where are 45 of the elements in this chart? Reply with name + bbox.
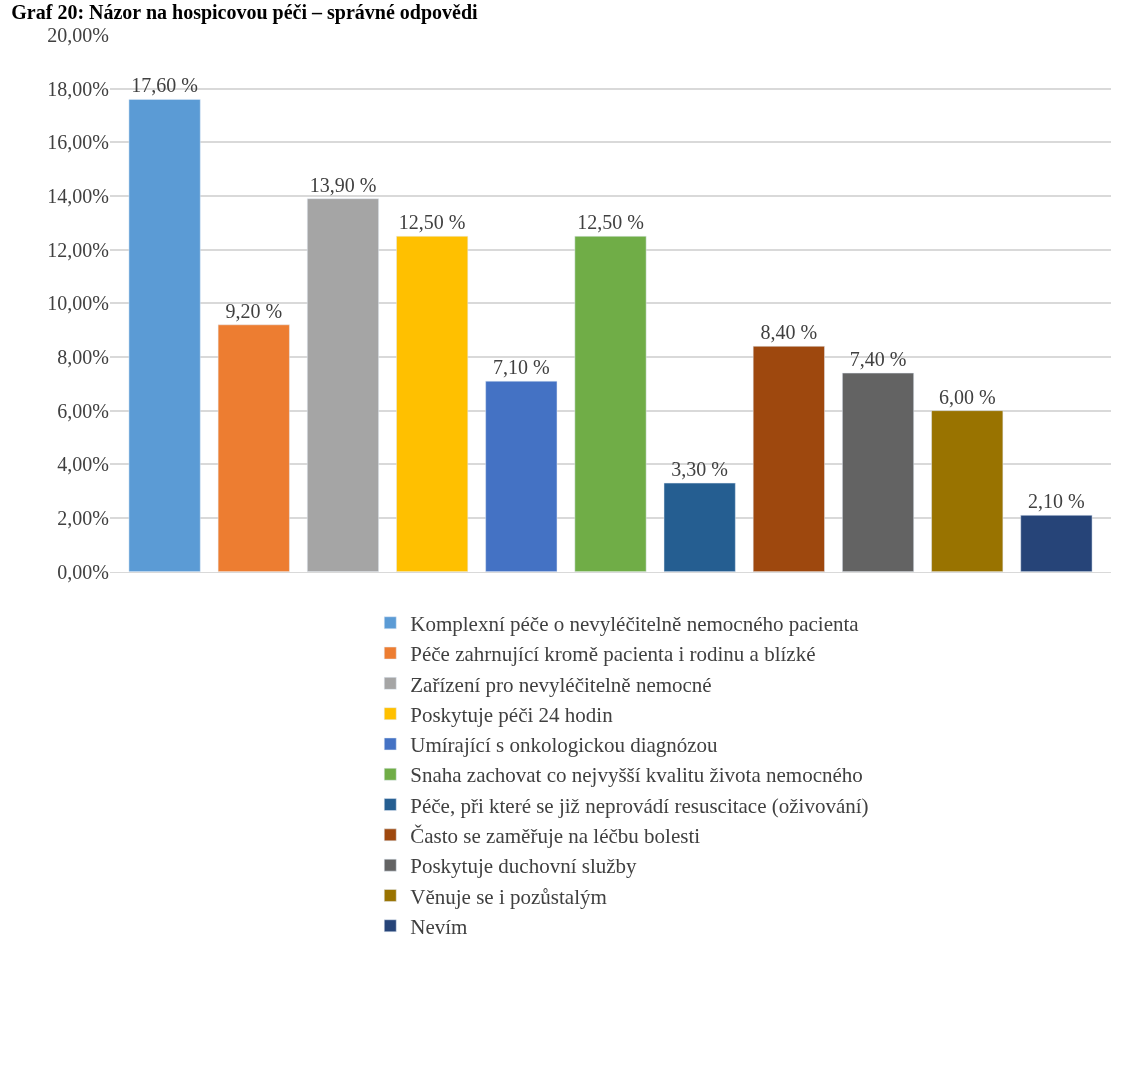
data-label: 8,40 % (760, 321, 818, 344)
y-tick-label: 0,00% (57, 560, 109, 583)
bar (752, 346, 825, 572)
bar (396, 235, 469, 572)
data-label: 13,90 % (309, 173, 377, 196)
data-label: 9,20 % (225, 299, 283, 322)
data-label: 3,30 % (671, 458, 729, 481)
data-label: 12,50 % (398, 211, 466, 234)
legend-label: Často se zaměřuje na léčbu bolesti (410, 824, 701, 849)
y-tick-label: 2,00% (57, 506, 109, 529)
legend-label: Komplexní péče o nevyléčitelně nemocného pacienta (410, 611, 860, 636)
data-label: 7,10 % (492, 356, 550, 379)
bar (574, 235, 647, 572)
y-tick-label: 4,00% (57, 453, 109, 476)
legend-label: Umírající s onkologickou diagnózou (410, 733, 719, 758)
data-label: 6,00 % (938, 385, 996, 408)
legend-label: Zařízení pro nevyléčitelně nemocné (410, 672, 712, 697)
bar (842, 372, 914, 572)
legend-label: Poskytuje péči 24 hodin (410, 702, 614, 727)
legend-label: Péče zahrnující kromě pacienta i rodinu a blízké (410, 642, 816, 667)
legend-label: Péče, při které se již neprovádí resuscitace (oživování) (410, 793, 869, 818)
data-label: 12,50 % (577, 211, 644, 234)
data-label: 7,40 % (849, 348, 907, 371)
legend-label: Snaha zachovat co nejvyšší kvalitu života nemocného (410, 763, 863, 788)
bar (663, 482, 736, 572)
bar (217, 324, 290, 572)
bar (307, 198, 379, 572)
legend-label: Věnuje se i pozůstalým (410, 884, 607, 909)
y-tick-label: 10,00% (47, 292, 109, 315)
data-label: 2,10 % (1028, 490, 1085, 513)
bar (1020, 515, 1093, 572)
y-tick-label: 20,00% (47, 24, 109, 46)
legend-label: Nevím (410, 914, 468, 939)
chart-title: Graf 20: Názor na hospicovou péči – správné odpovědi (11, 1, 479, 25)
y-tick-label: 12,00% (47, 238, 109, 261)
y-tick-label: 18,00% (47, 77, 109, 100)
bar (128, 99, 201, 572)
y-tick-label: 8,00% (57, 345, 109, 368)
y-tick-label: 14,00% (47, 184, 109, 207)
data-label: 17,60 % (131, 74, 198, 97)
legend-label: Poskytuje duchovní služby (410, 854, 638, 879)
y-tick-label: 16,00% (47, 131, 109, 154)
y-tick-label: 6,00% (57, 399, 109, 422)
bar (931, 410, 1004, 572)
bar (485, 380, 558, 572)
